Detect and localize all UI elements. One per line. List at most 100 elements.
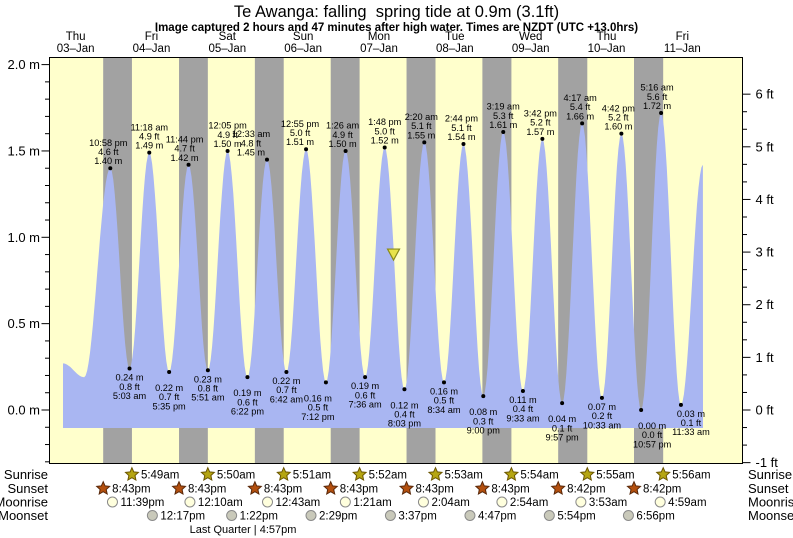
high-tide-point: [382, 145, 387, 150]
high-tide-point: [186, 162, 191, 167]
high-tide-ft: 4.8 ft: [241, 138, 262, 148]
low-tide-point: [481, 394, 486, 399]
low-tide-point: [560, 401, 565, 406]
low-tide-m: 0.22 m: [272, 376, 300, 386]
day-weekday-label: Thu: [597, 31, 617, 43]
low-tide-m: 0.11 m: [509, 395, 537, 405]
low-tide-m: 0.03 m: [677, 409, 705, 419]
almanac-row-label-left: Sunset: [8, 481, 49, 496]
high-tide-point: [461, 142, 466, 147]
low-tide-ft: 0.4 ft: [394, 409, 415, 419]
low-tide-point: [599, 395, 604, 400]
high-tide-time: 1:26 am: [326, 121, 360, 131]
low-tide-point: [167, 370, 172, 375]
low-tide-ft: 0.5 ft: [308, 403, 329, 413]
day-weekday-label: Fri: [145, 31, 158, 43]
low-tide-m: 0.07 m: [588, 402, 616, 412]
moonrise-time: 11:39pm: [120, 497, 164, 509]
sunrise-star-icon: [503, 466, 520, 481]
moonrise-time: 4:59am: [668, 497, 706, 509]
high-tide-point: [225, 148, 230, 153]
high-tide-ft: 4.9 ft: [139, 131, 160, 141]
low-tide-point: [245, 375, 250, 380]
high-tide-ft: 5.3 ft: [493, 111, 514, 121]
moonset-time: 5:54pm: [557, 511, 595, 523]
moonset-time: 12:17pm: [160, 511, 205, 523]
high-tide-m: 1.50 m: [329, 139, 357, 149]
sunset-star-icon: [95, 480, 111, 495]
high-tide-time: 3:19 am: [487, 102, 521, 112]
moonset-time: 3:37pm: [398, 511, 436, 523]
high-tide-m: 1.57 m: [526, 127, 554, 137]
tide-area: [63, 113, 703, 428]
moonrise-icon: [417, 496, 429, 508]
almanac-row-label-right: Sunrise: [748, 467, 792, 482]
high-tide-point: [501, 129, 506, 134]
low-tide-ft: 0.0 ft: [642, 430, 663, 440]
right-axis-tick-label: 1 ft: [756, 350, 774, 365]
high-tide-m: 1.51 m: [286, 137, 314, 147]
low-tide-time: 9:33 am: [506, 413, 540, 423]
right-axis-tick-label: 4 ft: [756, 192, 774, 207]
low-tide-m: 0.12 m: [390, 400, 418, 410]
sunrise-time: 5:53am: [445, 470, 483, 482]
moonset-time: 4:47pm: [478, 511, 516, 523]
low-tide-m: 0.19 m: [233, 388, 261, 398]
high-tide-time: 1:48 pm: [368, 117, 402, 127]
moonrise-icon: [184, 496, 196, 508]
sunset-star-icon: [171, 480, 187, 495]
moonset-icon: [543, 510, 555, 521]
almanac-row-label-right: Sunset: [748, 481, 789, 496]
low-tide-time: 10:57 pm: [633, 439, 672, 449]
moonset-icon: [305, 510, 317, 521]
right-axis-tick-label: -1 ft: [756, 455, 779, 470]
day-weekday-label: Fri: [676, 31, 689, 43]
low-tide-ft: 0.1 ft: [552, 423, 573, 433]
high-tide-time: 11:44 pm: [166, 134, 204, 144]
high-tide-m: 1.52 m: [371, 135, 399, 145]
day-weekday-label: Mon: [368, 31, 390, 43]
low-tide-ft: 0.6 ft: [237, 397, 258, 407]
high-tide-time: 2:20 am: [405, 112, 439, 122]
high-tide-point: [540, 136, 545, 141]
high-tide-time: 4:42 pm: [602, 103, 636, 113]
low-tide-m: 0.00 m: [638, 421, 666, 431]
left-axis-tick-label: 1.5 m: [7, 143, 40, 158]
high-tide-ft: 5.0 ft: [290, 128, 311, 138]
moonset-icon: [146, 510, 158, 521]
high-tide-point: [304, 147, 309, 152]
moonrise-time: 2:04am: [431, 497, 469, 509]
moonset-icon: [226, 510, 238, 521]
sunrise-time: 5:56am: [672, 470, 710, 482]
low-tide-time: 11:33 am: [672, 427, 710, 437]
sunset-time: 8:42pm: [643, 484, 681, 496]
sunrise-time: 5:54am: [520, 470, 558, 482]
chart-subtitle: Image captured 2 hours and 47 minutes af…: [154, 22, 639, 34]
high-tide-point: [108, 166, 113, 171]
sunrise-star-icon: [427, 466, 444, 481]
day-date-label: 10–Jan: [588, 43, 626, 55]
high-tide-m: 1.55 m: [407, 130, 435, 140]
sunset-time: 8:43pm: [340, 484, 378, 496]
low-tide-point: [441, 380, 446, 385]
moonrise-icon: [575, 496, 587, 508]
sunset-star-icon: [550, 480, 566, 495]
moonset-time: 1:22pm: [240, 511, 278, 523]
sunrise-time: 5:50am: [217, 470, 255, 482]
low-tide-point: [323, 380, 328, 385]
sunset-time: 8:43pm: [491, 484, 529, 496]
low-tide-m: 0.23 m: [194, 374, 222, 384]
low-tide-m: 0.24 m: [115, 373, 143, 383]
high-tide-time: 10:58 pm: [89, 138, 128, 148]
low-tide-ft: 0.4 ft: [513, 404, 534, 414]
moonrise-time: 12:10am: [198, 497, 243, 509]
high-tide-time: 5:16 am: [640, 83, 674, 93]
high-tide-ft: 4.6 ft: [98, 147, 119, 157]
left-axis-tick-label: 0.5 m: [7, 316, 40, 331]
low-tide-point: [284, 370, 289, 375]
sunset-star-icon: [247, 480, 263, 495]
moonset-time: 2:29pm: [319, 511, 357, 523]
low-tide-ft: 0.7 ft: [276, 385, 297, 395]
